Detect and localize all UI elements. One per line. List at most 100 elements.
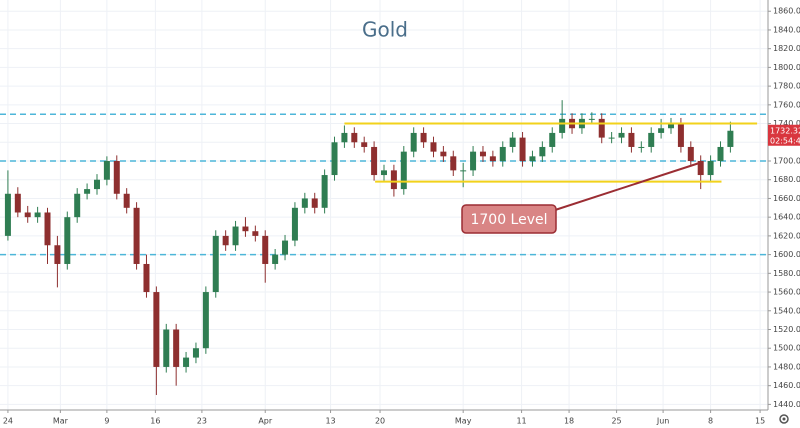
y-tick-label: 1520.00 <box>773 325 800 334</box>
countdown-label: 02:54:47 <box>770 136 800 145</box>
marks: 1700 Level <box>0 100 768 396</box>
candle-body <box>618 132 625 138</box>
candle-body <box>420 132 427 143</box>
candle-body <box>34 212 41 218</box>
candle-body <box>717 146 724 162</box>
x-tick-label: 11 <box>516 417 526 426</box>
candle-body <box>470 151 477 171</box>
chart-title: Gold <box>362 18 408 42</box>
x-tick-label: 18 <box>564 417 574 426</box>
candle-body <box>143 263 150 293</box>
y-tick-label: 1480.00 <box>773 362 800 371</box>
candle-body <box>133 207 140 264</box>
candle-body <box>460 170 467 172</box>
candle-body <box>84 189 91 194</box>
candle-body <box>321 175 328 208</box>
y-tick-label: 1580.00 <box>773 269 800 278</box>
candle-body <box>252 231 259 236</box>
x-tick-label: 25 <box>611 417 621 426</box>
x-tick-label: 15 <box>755 417 765 426</box>
settings-icon[interactable] <box>779 414 789 424</box>
candle-body <box>232 226 239 246</box>
candle-body <box>390 170 397 190</box>
candle-body <box>64 217 71 264</box>
candle-body <box>687 146 694 162</box>
x-tick-label: 23 <box>197 417 207 426</box>
candle-body <box>519 137 526 162</box>
candle-body <box>242 226 249 232</box>
x-tick-label: Apr <box>258 417 273 426</box>
x-tick-label: 20 <box>375 417 385 426</box>
y-tick-label: 1640.00 <box>773 213 800 222</box>
candle-body <box>301 198 308 208</box>
candle-body <box>638 146 645 148</box>
last-price-label: 1732.32 <box>770 126 800 135</box>
candle-body <box>489 156 496 162</box>
x-tick-label: 24 <box>3 417 13 426</box>
candle-body <box>24 212 31 218</box>
candle-body <box>44 212 51 246</box>
candle-body <box>440 151 447 157</box>
candle-body <box>668 123 675 129</box>
candle-body <box>371 146 378 176</box>
y-tick-label: 1760.00 <box>773 100 800 109</box>
candle-body <box>727 130 734 147</box>
candle-body <box>282 240 289 255</box>
candle-body <box>539 146 546 157</box>
x-tick-label: Mar <box>53 417 69 426</box>
y-tick-label: 1780.00 <box>773 82 800 91</box>
x-tick-label: 9 <box>104 417 109 426</box>
last-price-box <box>768 124 800 146</box>
candle-body <box>183 357 190 367</box>
candle-body <box>450 156 457 171</box>
y-tick-label: 1700.00 <box>773 157 800 166</box>
y-tick-label: 1540.00 <box>773 306 800 315</box>
x-tick-label: 16 <box>150 417 160 426</box>
candle-body <box>381 170 387 176</box>
axes: 1440.00 1460.00 1480.00 1500.00 1520.00 1540.… <box>3 7 800 426</box>
annotation-text: 1700 Level <box>470 212 547 228</box>
annotation-box <box>461 204 557 234</box>
candle-body <box>351 132 358 143</box>
annotation-pointer <box>551 161 701 212</box>
y-tick-label: 1800.00 <box>773 63 800 72</box>
candle-body <box>153 292 160 367</box>
candle-body <box>291 207 298 241</box>
y-tick-label: 1440.00 <box>773 400 800 409</box>
candle-body <box>192 348 199 358</box>
candle-body <box>14 193 21 213</box>
candle-body <box>93 179 100 190</box>
candle-body <box>430 142 437 152</box>
candle-body <box>410 132 417 152</box>
candle-body <box>311 198 318 208</box>
candle-body <box>54 245 61 264</box>
candle-body <box>529 156 536 162</box>
candle-body <box>648 132 655 147</box>
candle-body <box>212 235 219 293</box>
candle-body <box>608 137 615 139</box>
x-tick-label: May <box>455 417 472 426</box>
y-tick-label: 1840.00 <box>773 25 800 34</box>
candle-body <box>272 254 279 264</box>
candle-body <box>479 151 486 157</box>
y-tick-label: 1660.00 <box>773 194 800 203</box>
candle-body <box>341 132 348 143</box>
candle-body <box>677 123 684 147</box>
y-tick-label: 1860.00 <box>773 7 800 16</box>
y-tick-label: 1600.00 <box>773 250 800 259</box>
candle-body <box>559 118 566 133</box>
y-tick-label: 1460.00 <box>773 381 800 390</box>
y-tick-label: 1820.00 <box>773 44 800 53</box>
candle-body <box>222 235 229 246</box>
candle-body <box>697 161 704 176</box>
candle-body <box>588 118 595 120</box>
y-tick-label: 1560.00 <box>773 288 800 297</box>
candle-body <box>163 329 170 367</box>
candle-body <box>509 137 516 147</box>
x-tick-label: 8 <box>708 417 713 426</box>
candle-body <box>549 132 556 147</box>
candle-body <box>400 151 407 190</box>
candle-body <box>123 193 130 208</box>
